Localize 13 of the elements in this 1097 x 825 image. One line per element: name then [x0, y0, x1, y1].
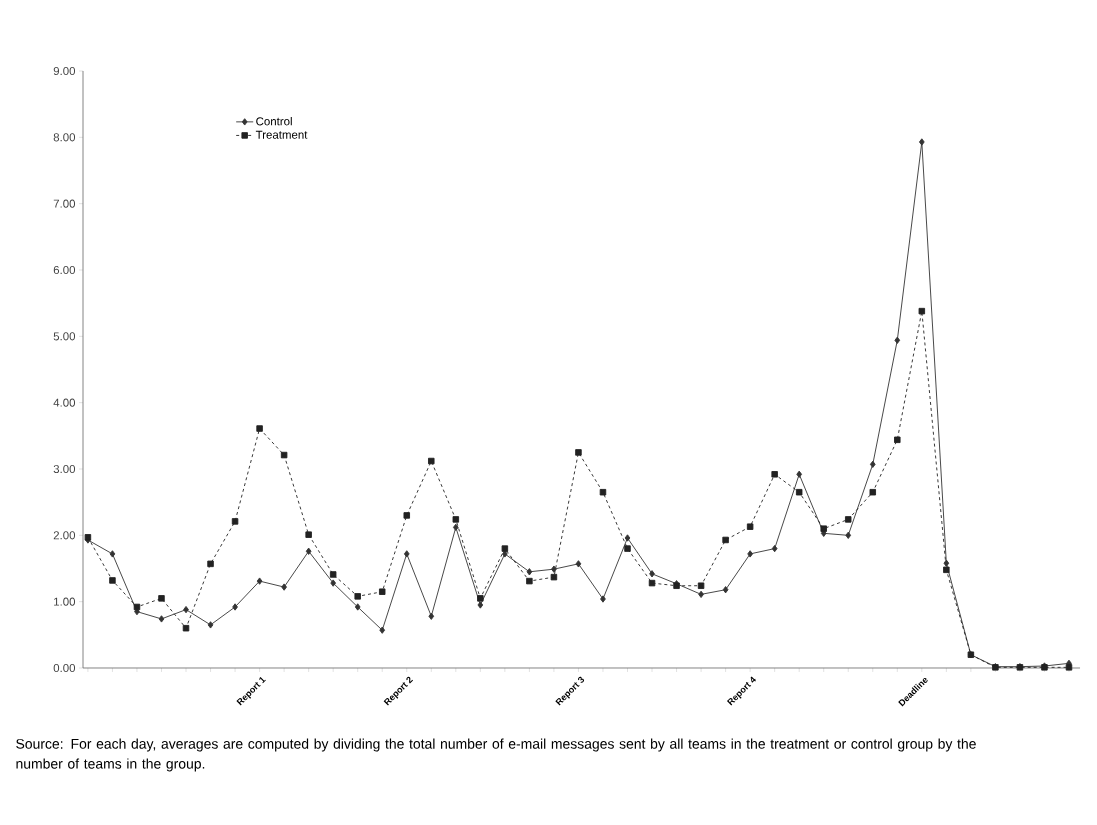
y-tick-label: 1.00 [54, 597, 76, 606]
source-note: Source: For each day, averages are computed by dividing the total number of e-mail messages sent by all teams in the treatment or control group by the number of teams in the group. [16, 738, 976, 772]
y-tick-label: 2.00 [53, 531, 76, 540]
y-tick-label: 4.00 [53, 398, 76, 407]
y-tick-label: 7.00 [53, 199, 76, 208]
y-tick-label: 3.00 [53, 464, 76, 474]
legend-label: Control [256, 116, 292, 126]
y-tick-label: 6.00 [53, 265, 76, 275]
y-tick-label: 9.00 [53, 66, 76, 76]
legend-label: Treatment [255, 130, 308, 139]
y-tick-label: 5.00 [53, 332, 76, 341]
y-tick-label: 0.00 [53, 663, 76, 673]
y-tick-label: 8.00 [53, 133, 76, 142]
